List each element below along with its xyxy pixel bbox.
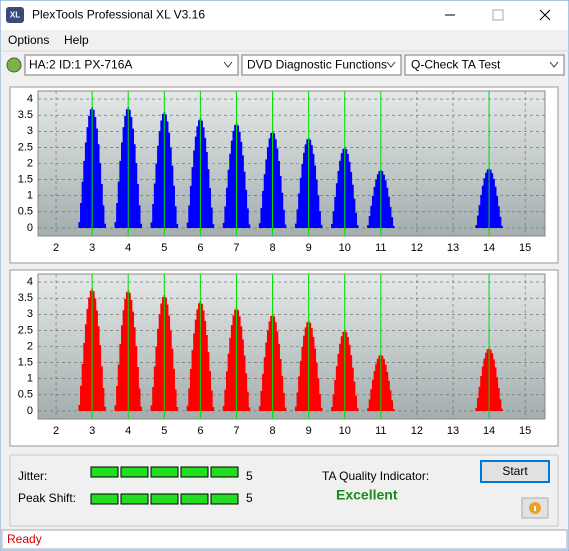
peak-shift-label: Peak Shift:: [18, 491, 76, 505]
y-tick-label: 2: [27, 340, 33, 352]
meter-segment: [120, 493, 149, 505]
drive-icon: [6, 57, 22, 73]
results-group: [9, 454, 559, 527]
jitter-value: 5: [246, 469, 253, 483]
maximize-button[interactable]: [492, 9, 504, 21]
x-tick-label: 2: [53, 425, 59, 437]
y-tick-label: 4: [27, 276, 33, 288]
y-tick-label: 1: [27, 373, 33, 385]
x-tick-label: 14: [483, 242, 495, 254]
x-tick-label: 11: [375, 242, 386, 254]
window-title: PlexTools Professional XL V3.16: [32, 8, 205, 22]
x-tick-label: 6: [197, 242, 203, 254]
x-tick-label: 9: [306, 242, 312, 254]
drive-select-text: HA:2 ID:1 PX-716A: [29, 58, 132, 72]
x-tick-label: 9: [306, 425, 312, 437]
x-tick-label: 2: [53, 242, 59, 254]
test-select[interactable]: [404, 54, 565, 76]
x-tick-label: 5: [161, 242, 167, 254]
x-tick-label: 4: [125, 425, 131, 437]
info-icon-glyph: [534, 506, 536, 511]
function-select-text: DVD Diagnostic Functions: [247, 58, 387, 72]
y-tick-label: 3: [27, 308, 33, 320]
x-tick-label: 10: [339, 242, 351, 254]
meter-segment: [210, 466, 239, 478]
y-tick-label: 4: [27, 93, 33, 105]
start-button[interactable]: [480, 460, 550, 483]
jitter-label: Jitter:: [18, 469, 47, 483]
x-tick-label: 15: [519, 242, 531, 254]
start-button-label: Start: [502, 464, 528, 478]
dropdown-arrow: [386, 61, 396, 68]
x-tick-label: 10: [339, 425, 351, 437]
y-tick-label: 0: [27, 222, 33, 234]
y-tick-label: 0.5: [18, 389, 33, 401]
x-tick-label: 8: [269, 242, 275, 254]
y-tick-label: 0.5: [18, 206, 33, 218]
y-tick-label: 2.5: [18, 324, 33, 336]
x-tick-label: 15: [519, 425, 531, 437]
meter-segment: [180, 493, 209, 505]
y-tick-label: 2.5: [18, 141, 33, 153]
y-tick-label: 0: [27, 405, 33, 417]
y-tick-label: 1: [27, 190, 33, 202]
status-bar: [1, 529, 568, 550]
meter-segment: [90, 493, 119, 505]
meter-segment: [150, 466, 179, 478]
meter-segment: [150, 493, 179, 505]
y-tick-label: 1.5: [18, 174, 33, 186]
y-tick-label: 2: [27, 157, 33, 169]
function-select[interactable]: [241, 54, 402, 76]
y-tick-label: 3.5: [18, 109, 33, 121]
meter-segment: [90, 466, 119, 478]
ta-label: TA Quality Indicator:: [322, 469, 429, 483]
y-tick-label: 3: [27, 125, 33, 137]
x-tick-label: 14: [483, 425, 495, 437]
x-tick-label: 8: [269, 425, 275, 437]
x-tick-label: 13: [447, 242, 459, 254]
x-tick-label: 12: [411, 425, 423, 437]
x-tick-label: 11: [375, 425, 386, 437]
ta-value: Excellent: [336, 487, 398, 503]
x-tick-label: 7: [233, 242, 239, 254]
test-select-text: Q-Check TA Test: [411, 58, 501, 72]
dropdown-arrow: [223, 61, 233, 68]
y-tick-label: 1.5: [18, 357, 33, 369]
title-bar: [1, 1, 568, 30]
x-tick-label: 13: [447, 425, 459, 437]
y-tick-label: 3.5: [18, 292, 33, 304]
meter-segment: [180, 466, 209, 478]
menu-options[interactable]: Options: [8, 33, 49, 47]
x-tick-label: 7: [233, 425, 239, 437]
status-text: Ready: [7, 532, 42, 546]
peak-shift-value: 5: [246, 491, 253, 505]
menu-help[interactable]: Help: [64, 33, 89, 47]
drive-select[interactable]: [24, 54, 239, 76]
meter-segment: [210, 493, 239, 505]
app-icon-label: XL: [10, 11, 20, 20]
dropdown-arrow: [549, 61, 559, 68]
meter-segment: [120, 466, 149, 478]
app-icon: [6, 7, 24, 23]
x-tick-label: 3: [89, 425, 95, 437]
x-tick-label: 5: [161, 425, 167, 437]
x-tick-label: 12: [411, 242, 423, 254]
close-button[interactable]: [539, 9, 551, 21]
x-tick-label: 6: [197, 425, 203, 437]
x-tick-label: 3: [89, 242, 95, 254]
x-tick-label: 4: [125, 242, 131, 254]
